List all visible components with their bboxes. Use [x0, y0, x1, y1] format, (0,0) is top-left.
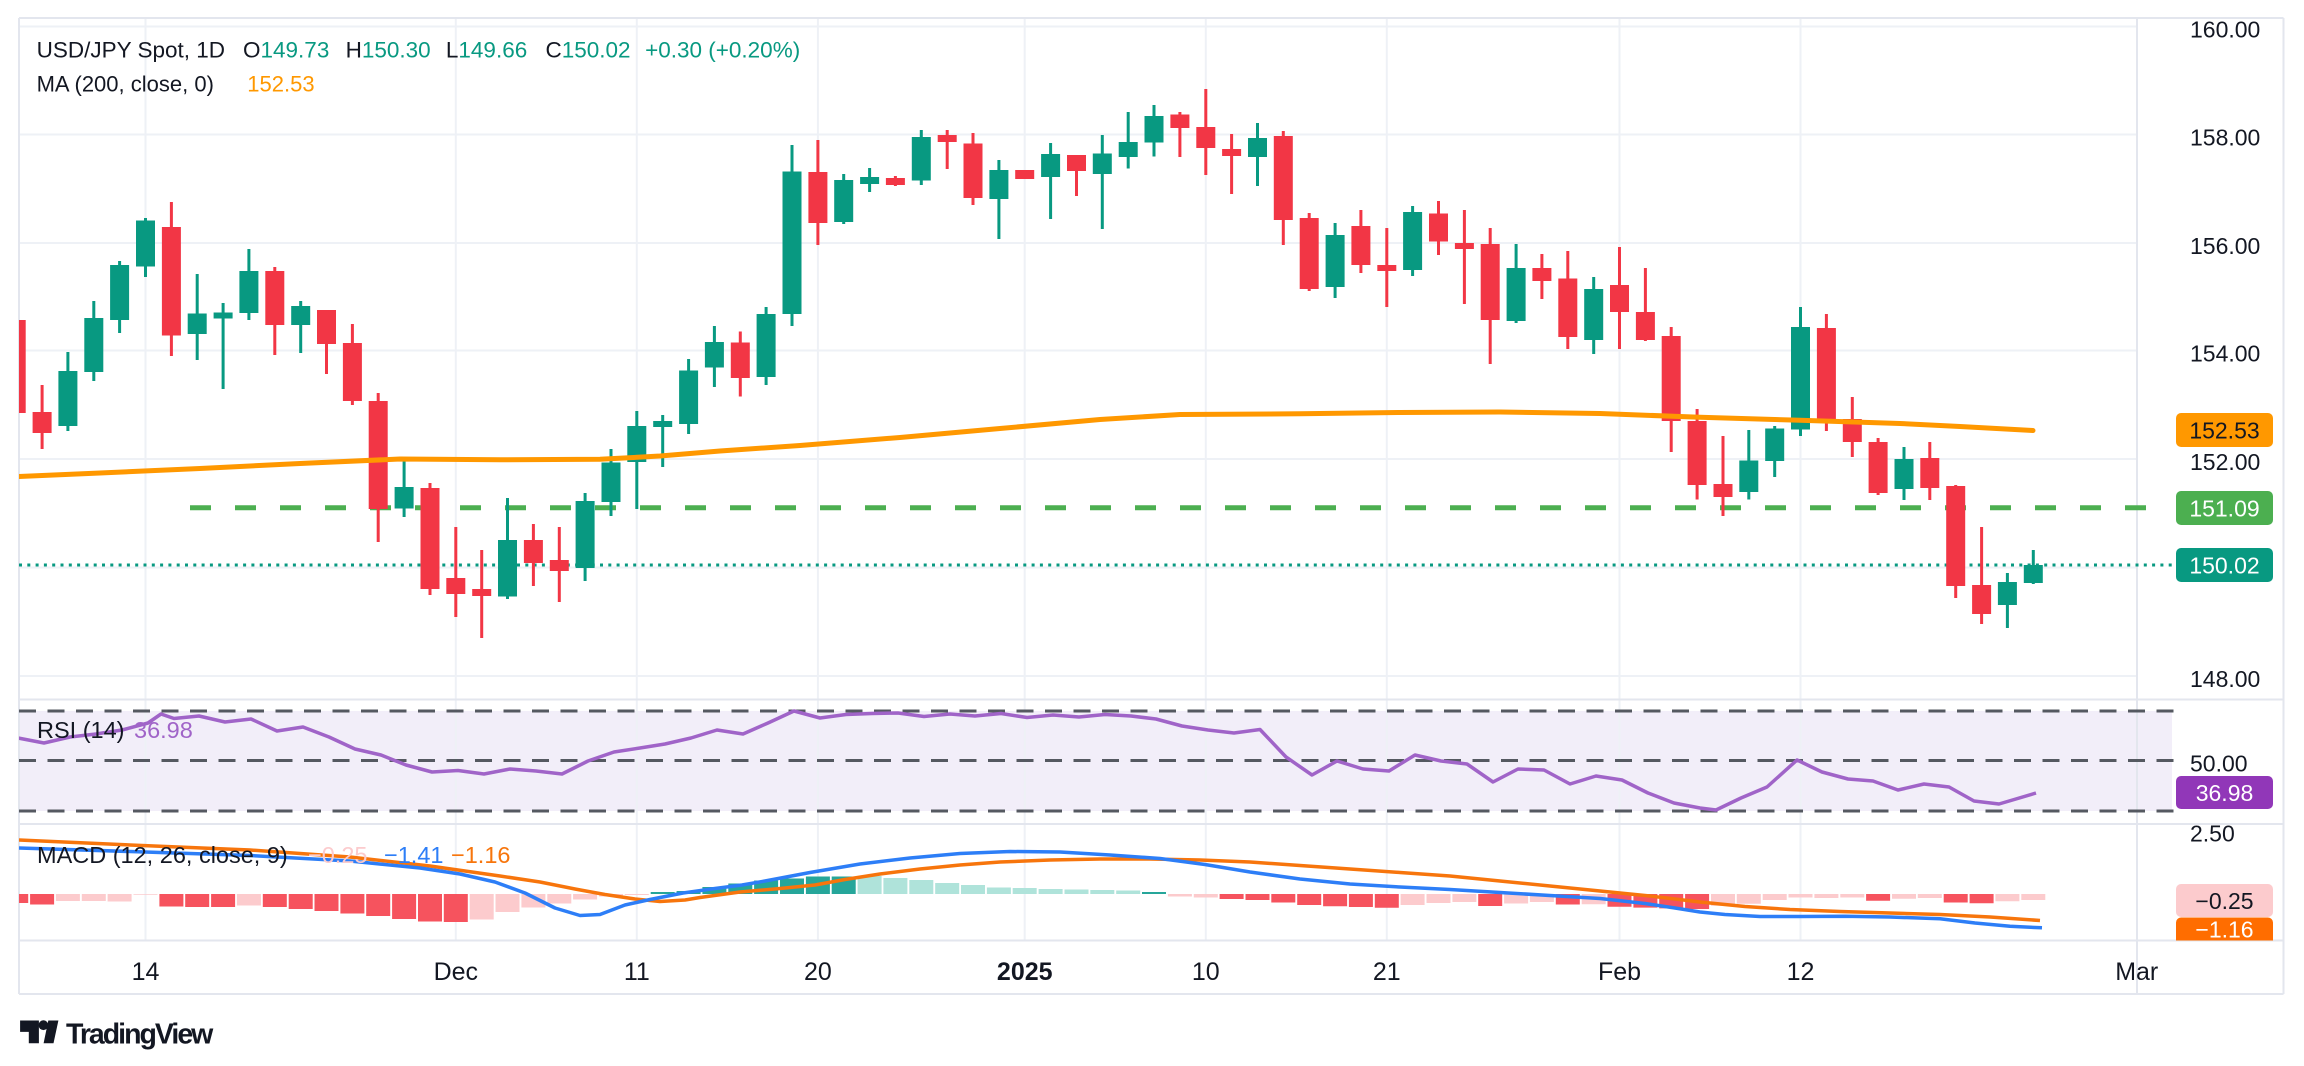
svg-text:152.00: 152.00	[2190, 449, 2260, 475]
svg-text:148.00: 148.00	[2190, 666, 2260, 692]
svg-text:RSI (14)36.98: RSI (14) 36.98	[37, 717, 193, 743]
svg-text:2.50: 2.50	[2190, 820, 2235, 846]
svg-text:20: 20	[804, 958, 832, 986]
svg-text:152.53: 152.53	[2189, 417, 2259, 443]
svg-text:−1.16: −1.16	[2195, 917, 2253, 943]
svg-text:158.00: 158.00	[2190, 125, 2260, 151]
svg-text:MACD (12, 26, close, 9)−0.25−1: MACD (12, 26, close, 9) −0.25 −1.41 −1.16	[37, 842, 510, 868]
svg-text:150.02: 150.02	[2189, 552, 2259, 578]
svg-text:10: 10	[1192, 958, 1220, 986]
svg-text:12: 12	[1787, 958, 1815, 986]
svg-text:TradingView: TradingView	[66, 1019, 214, 1051]
svg-text:−0.25: −0.25	[2195, 888, 2253, 914]
svg-text:154.00: 154.00	[2190, 341, 2260, 367]
svg-text:156.00: 156.00	[2190, 233, 2260, 259]
svg-text:36.98: 36.98	[2196, 780, 2254, 806]
svg-text:2025: 2025	[997, 958, 1053, 986]
svg-text:Feb: Feb	[1598, 958, 1641, 986]
svg-text:21: 21	[1373, 958, 1401, 986]
svg-text:11: 11	[624, 958, 650, 986]
svg-text:Dec: Dec	[434, 958, 478, 986]
svg-text:14: 14	[132, 958, 160, 986]
svg-text:151.09: 151.09	[2189, 495, 2259, 521]
svg-text:50.00: 50.00	[2190, 751, 2248, 777]
svg-text:160.00: 160.00	[2190, 17, 2260, 43]
svg-text:MA (200, close, 0)152.53: MA (200, close, 0) 152.53	[37, 72, 315, 97]
svg-text:Mar: Mar	[2115, 958, 2158, 986]
